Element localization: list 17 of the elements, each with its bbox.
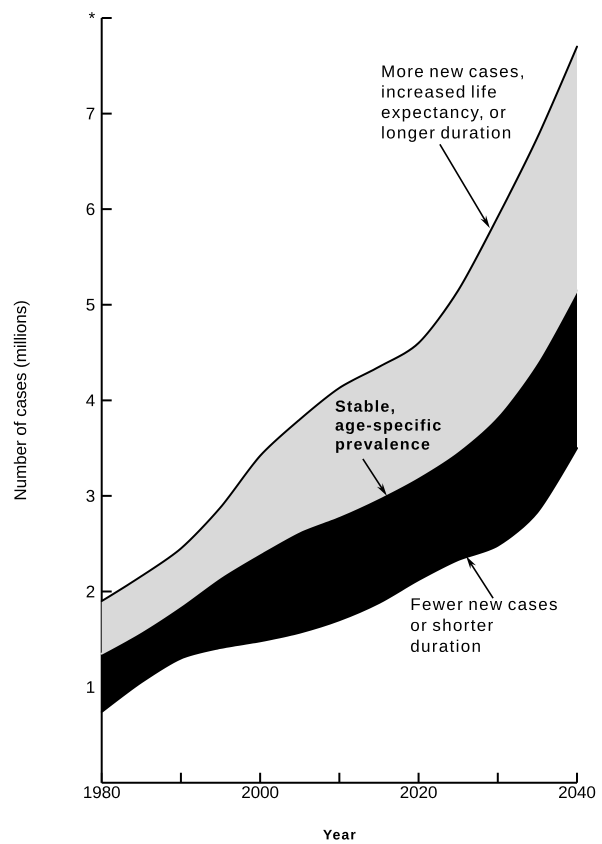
y-tick-label: 2 xyxy=(86,586,94,598)
x-tick-label: 2000 xyxy=(242,786,278,798)
y-tick-label: 4 xyxy=(86,394,95,406)
y-tick-label: * xyxy=(88,12,95,18)
x-tick-label: 2020 xyxy=(400,786,437,798)
x-tick-label: 1980 xyxy=(84,786,120,798)
y-axis-title: Number of cases (millions) xyxy=(14,301,30,500)
y-tick-label: 1 xyxy=(87,681,94,693)
y-tick-label: 7 xyxy=(86,108,94,120)
annotation: Fewer new cases or shorter duration xyxy=(411,598,557,652)
y-tick-label: 3 xyxy=(86,490,94,502)
y-tick-label: 5 xyxy=(86,298,94,311)
annotation: Stable, age-specific prevalence xyxy=(336,400,441,453)
y-tick-label: 6 xyxy=(86,203,94,216)
x-tick-label: 2040 xyxy=(559,786,596,798)
annotation: More new cases, increased life expectancy, or longer duration xyxy=(382,65,523,142)
x-axis-title: Year xyxy=(323,830,356,840)
